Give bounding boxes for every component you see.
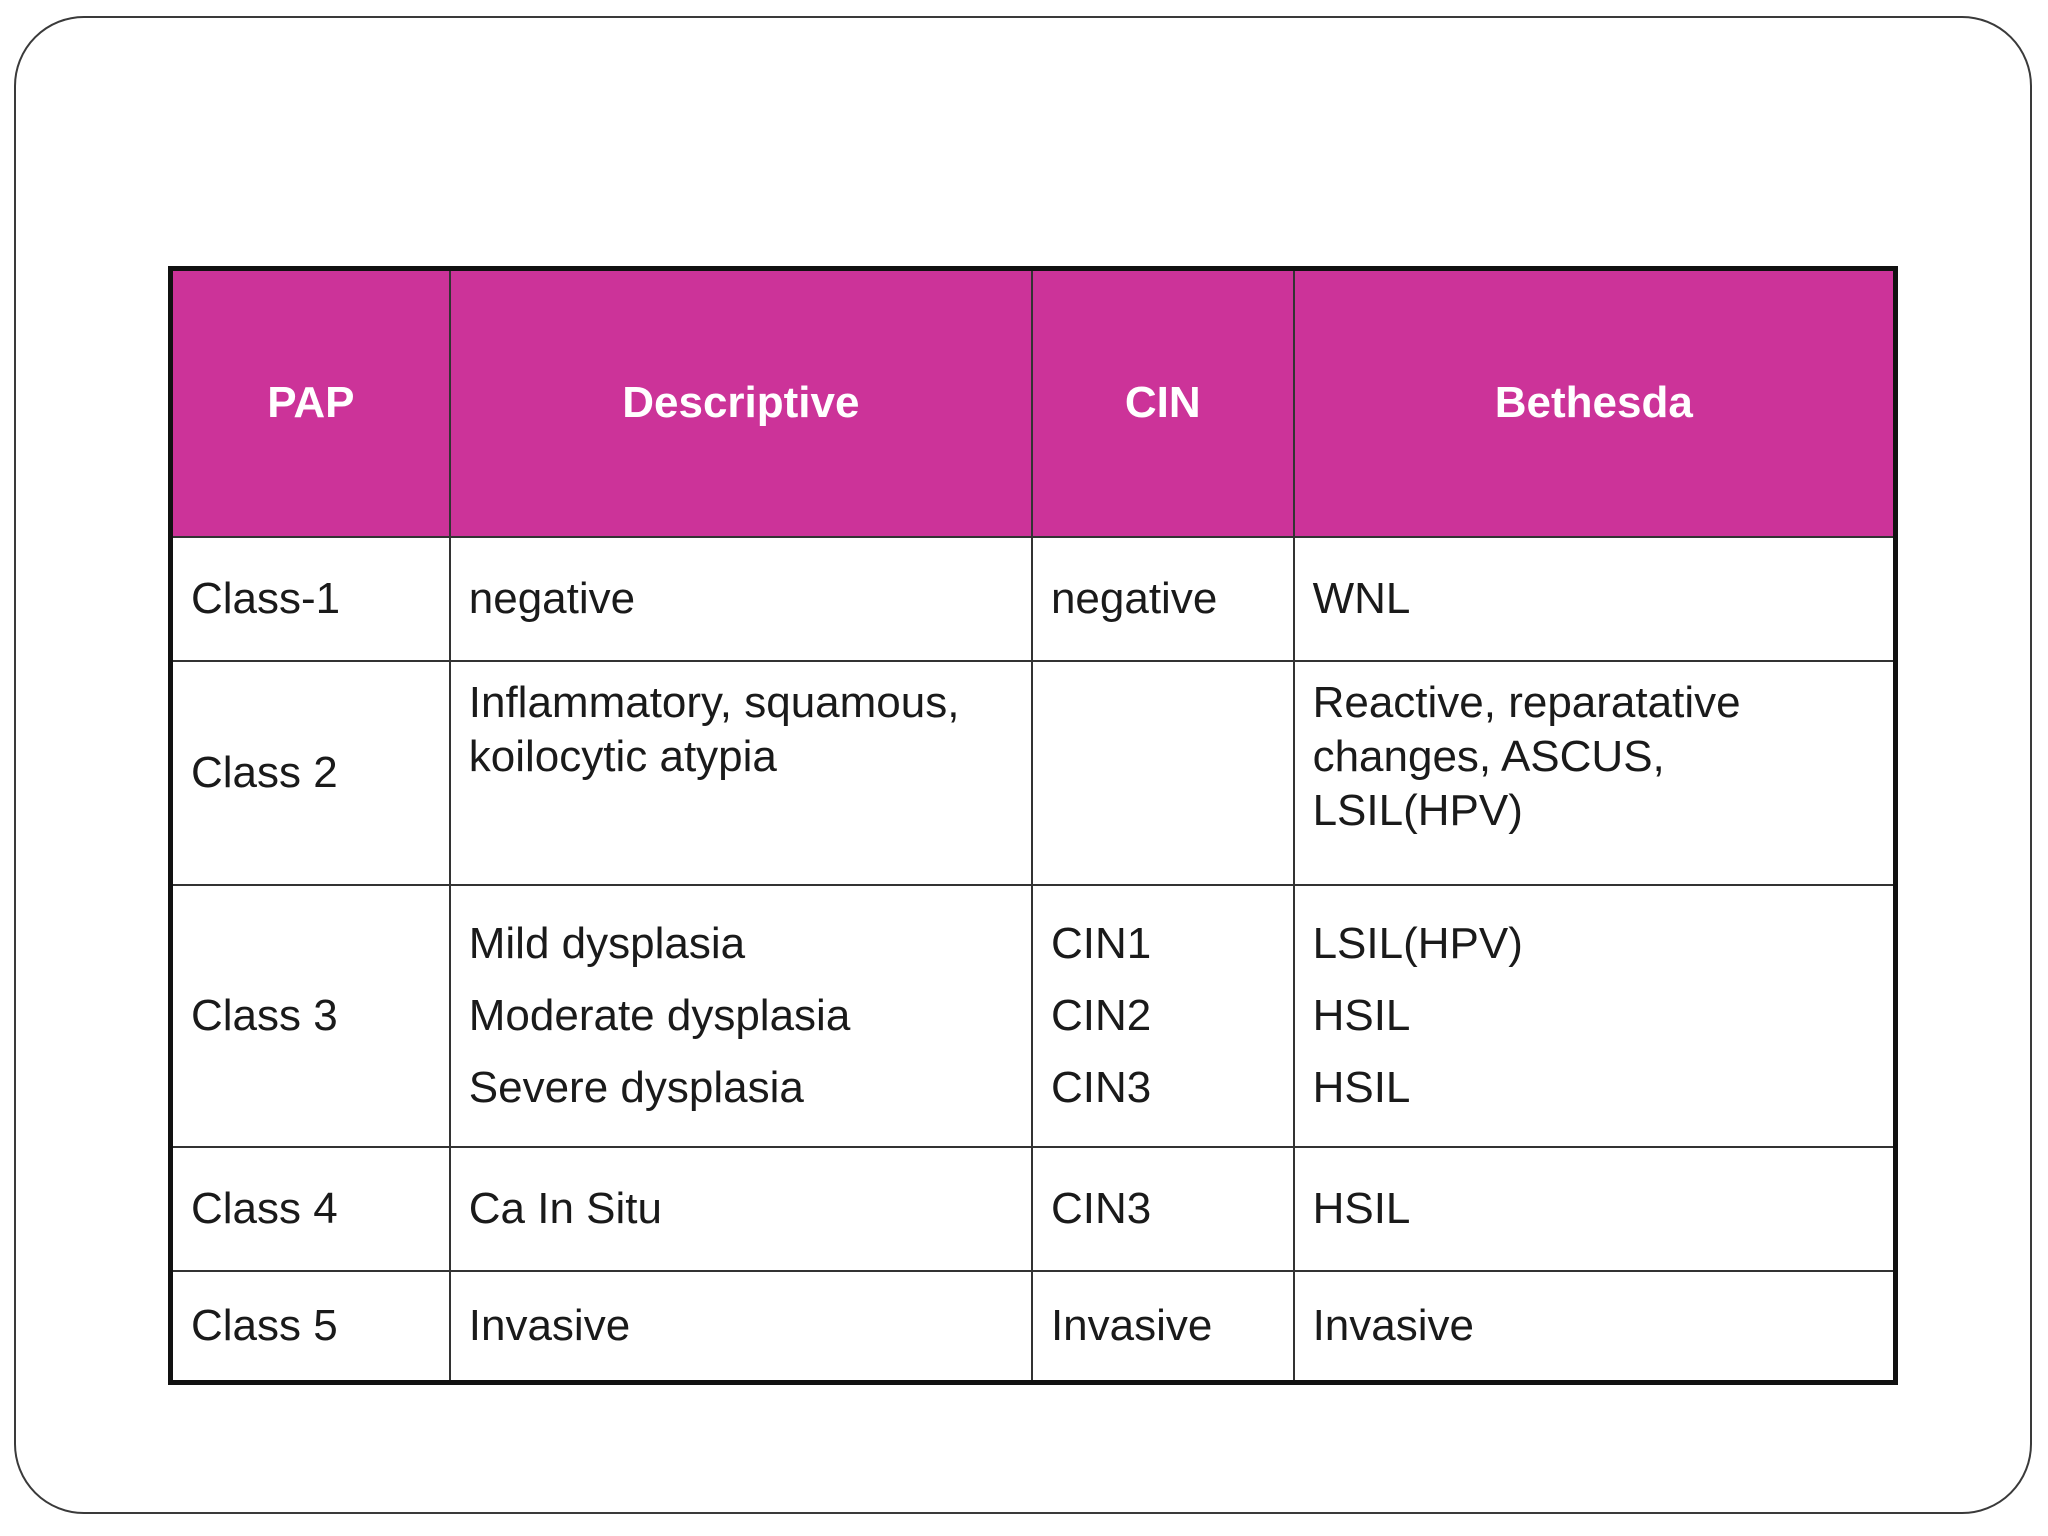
cell-cin: negative (1030, 535, 1295, 662)
cell-bethesda: Invasive (1292, 1269, 1897, 1384)
cell-cin (1030, 659, 1295, 886)
cell-line: Moderate dysplasia (468, 990, 851, 1040)
cell-line: koilocytic atypia (468, 731, 777, 781)
cell-line: LSIL(HPV) (1312, 918, 1523, 968)
cell-line: Severe dysplasia (468, 1062, 804, 1112)
cell-line: HSIL (1312, 1062, 1411, 1112)
cell-pap: Class 2 (169, 659, 451, 886)
pap-classification-table: PAP Descriptive CIN Bethesda Class-1 neg… (168, 266, 1898, 1385)
header-descriptive: Descriptive (448, 267, 1033, 538)
header-cin: CIN (1030, 267, 1295, 538)
header-bethesda: Bethesda (1292, 267, 1897, 538)
cell-descriptive: Ca In Situ (448, 1145, 1033, 1272)
cell-line: HSIL (1312, 990, 1411, 1040)
cell-pap: Class-1 (169, 535, 451, 662)
table-row: Class-1 negative negative WNL (169, 535, 1897, 662)
cell-descriptive: Inflammatory, squamous, koilocytic atypi… (448, 659, 1033, 886)
cell-line: Inflammatory, squamous, (468, 677, 960, 727)
cell-cin: CIN3 (1030, 1145, 1295, 1272)
cell-line: CIN2 (1050, 990, 1152, 1040)
cell-line: CIN3 (1050, 1062, 1152, 1112)
table-row: Class 5 Invasive Invasive Invasive (169, 1269, 1897, 1384)
cell-line: Reactive, reparatative (1312, 677, 1741, 727)
table-row: Class 2 Inflammatory, squamous, koilocyt… (169, 659, 1897, 886)
cell-pap: Class 3 (169, 883, 451, 1148)
header-pap: PAP (169, 267, 451, 538)
cell-bethesda: Reactive, reparatative changes, ASCUS, L… (1292, 659, 1897, 886)
cell-bethesda: WNL (1292, 535, 1897, 662)
cell-bethesda: HSIL (1292, 1145, 1897, 1272)
cell-line: LSIL(HPV) (1312, 785, 1523, 835)
cell-descriptive: negative (448, 535, 1033, 662)
table-header-row: PAP Descriptive CIN Bethesda (169, 267, 1897, 538)
table-row: Class 4 Ca In Situ CIN3 HSIL (169, 1145, 1897, 1272)
cell-line: CIN1 (1050, 918, 1152, 968)
cell-cin: CIN1 CIN2 CIN3 (1030, 883, 1295, 1148)
table-row: Class 3 Mild dysplasia Moderate dysplasi… (169, 883, 1897, 1148)
cell-descriptive: Invasive (448, 1269, 1033, 1384)
cell-bethesda: LSIL(HPV) HSIL HSIL (1292, 883, 1897, 1148)
cell-pap: Class 5 (169, 1269, 451, 1384)
cell-pap: Class 4 (169, 1145, 451, 1272)
cell-cin: Invasive (1030, 1269, 1295, 1384)
cell-descriptive: Mild dysplasia Moderate dysplasia Severe… (448, 883, 1033, 1148)
cell-line: changes, ASCUS, (1312, 731, 1665, 781)
cell-line: Mild dysplasia (468, 918, 746, 968)
